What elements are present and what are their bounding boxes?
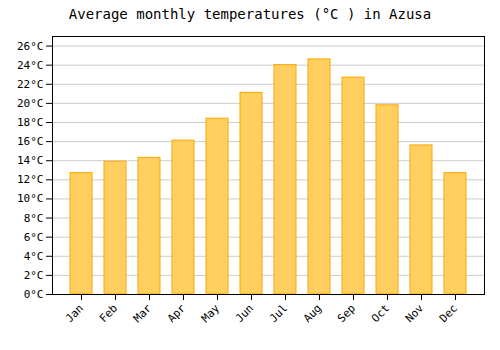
svg-text:May: May [199, 301, 223, 325]
svg-text:10°C: 10°C [17, 192, 44, 205]
svg-text:20°C: 20°C [17, 97, 44, 110]
html-text:Average monthly temperatures (: Average monthly temperatures (°C ) in Az… [68, 6, 432, 22]
svg-text:22°C: 22°C [17, 78, 44, 91]
svg-text:Jul: Jul [267, 302, 290, 325]
svg-text:12°C: 12°C [17, 173, 44, 186]
svg-text:Nov: Nov [403, 301, 427, 325]
svg-text:24°C: 24°C [17, 59, 44, 72]
svg-text:Dec: Dec [437, 302, 460, 325]
svg-text:Oct: Oct [369, 302, 392, 325]
svg-text:Feb: Feb [97, 302, 120, 325]
svg-text:2°C: 2°C [24, 269, 44, 282]
svg-text:0°C: 0°C [24, 288, 44, 301]
svg-text:8°C: 8°C [24, 212, 44, 225]
svg-text:26°C: 26°C [17, 40, 44, 53]
svg-text:16°C: 16°C [17, 135, 44, 148]
svg-text:4°C: 4°C [24, 250, 44, 263]
svg-text:Sep: Sep [335, 302, 358, 325]
svg-text:Mar: Mar [131, 301, 155, 325]
svg-text:6°C: 6°C [24, 231, 44, 244]
svg-text:Apr: Apr [165, 301, 189, 325]
svg-text:Jan: Jan [63, 302, 86, 325]
svg-text:18°C: 18°C [17, 116, 44, 129]
svg-text:Aug: Aug [301, 302, 324, 325]
svg-text:14°C: 14°C [17, 154, 44, 167]
svg-text:Jun: Jun [233, 302, 256, 325]
